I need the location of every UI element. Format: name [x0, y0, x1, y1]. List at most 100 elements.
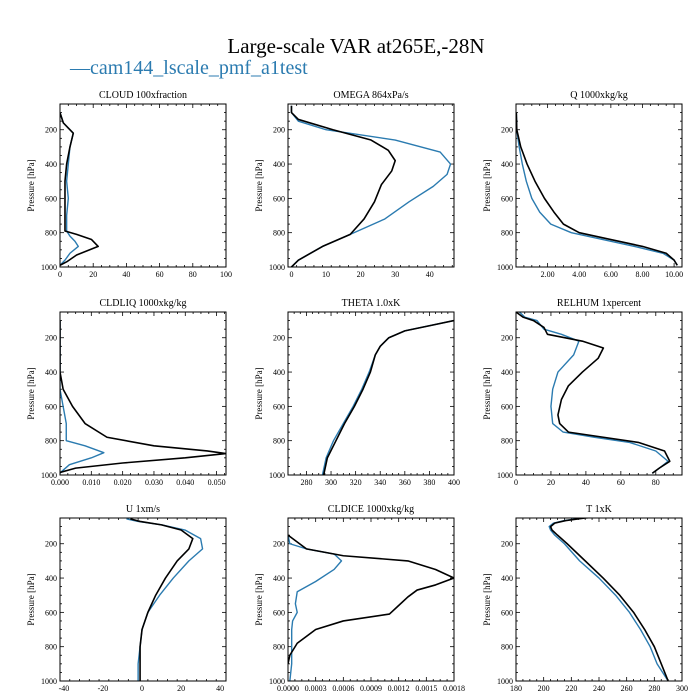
y-tick-label: 200 — [501, 540, 513, 549]
y-axis-label: Pressure [hPa] — [254, 367, 264, 419]
y-tick-label: 400 — [501, 368, 513, 377]
y-axis-label: Pressure [hPa] — [26, 573, 36, 625]
x-tick-label: 40 — [122, 270, 130, 279]
x-tick-label: 20 — [357, 270, 365, 279]
x-tick-label: 200 — [538, 684, 550, 693]
panel-title: Q 1000xkg/kg — [570, 90, 628, 101]
y-axis-label: Pressure [hPa] — [254, 573, 264, 625]
y-tick-label: 1000 — [41, 263, 57, 272]
x-tick-label: 0.0009 — [360, 684, 382, 693]
plot-frame — [515, 517, 683, 682]
x-tick-label: 260 — [621, 684, 633, 693]
x-tick-label: 60 — [617, 478, 625, 487]
plot-frame — [59, 103, 227, 268]
y-tick-label: 800 — [45, 229, 57, 238]
x-tick-label: 60 — [156, 270, 164, 279]
y-tick-label: 600 — [45, 608, 57, 617]
legend-label: cam144_lscale_pmf_a1test — [90, 57, 308, 79]
x-tick-label: -20 — [98, 684, 109, 693]
y-tick-label: 1000 — [269, 677, 285, 686]
series-line-black — [516, 112, 678, 266]
plot-frame — [287, 517, 455, 682]
y-tick-label: 200 — [501, 126, 513, 135]
x-tick-label: 80 — [652, 478, 660, 487]
y-axis-label: Pressure [hPa] — [482, 159, 492, 211]
x-tick-label: 0 — [140, 684, 144, 693]
series-line-black — [322, 319, 454, 475]
series-line-blue — [516, 112, 678, 266]
chart-panel-5: THETA 1.0xK Pressure [hPa] 200 400 600 800 100… — [254, 298, 460, 487]
x-tick-label: 0 — [289, 270, 293, 279]
y-tick-label: 800 — [45, 643, 57, 652]
x-tick-label: 40 — [582, 478, 590, 487]
series-line-black — [549, 518, 669, 681]
x-tick-label: 20 — [89, 270, 97, 279]
y-tick-label: 400 — [45, 574, 57, 583]
chart-panel-4: CLDLIQ 1000xkg/kg Pressure [hPa] 200 400 600… — [26, 298, 227, 487]
x-tick-label: 280 — [648, 684, 660, 693]
y-tick-label: 400 — [45, 160, 57, 169]
y-tick-label: 600 — [45, 402, 57, 411]
series-line-black — [60, 112, 99, 266]
series-line-blue — [60, 320, 105, 474]
y-tick-label: 400 — [45, 368, 57, 377]
y-axis-label: Pressure [hPa] — [482, 573, 492, 625]
panel-title: RELHUM 1xpercent — [557, 298, 641, 309]
series-line-black — [288, 534, 454, 665]
panel-title: U 1xm/s — [126, 504, 160, 515]
x-tick-label: 40 — [426, 270, 434, 279]
panel-title: CLDLIQ 1000xkg/kg — [100, 298, 187, 309]
plot-frame — [59, 311, 227, 476]
x-tick-label: 0.010 — [82, 478, 100, 487]
series-line-blue — [321, 319, 454, 475]
y-tick-label: 400 — [501, 574, 513, 583]
chart-panel-8: CLDICE 1000xkg/kg Pressure [hPa] 200 400 600… — [254, 504, 465, 693]
y-tick-label: 1000 — [41, 677, 57, 686]
series-line-blue — [518, 312, 669, 474]
y-tick-label: 200 — [45, 540, 57, 549]
plot-frame — [59, 517, 227, 682]
y-tick-label: 1000 — [269, 471, 285, 480]
series-line-blue — [288, 535, 343, 681]
x-tick-label: 180 — [510, 684, 522, 693]
y-tick-label: 400 — [273, 368, 285, 377]
plot-frame — [515, 103, 683, 268]
x-tick-label: 8.00 — [635, 270, 649, 279]
x-tick-label: 0 — [514, 478, 518, 487]
y-tick-label: 1000 — [497, 471, 513, 480]
x-tick-label: 360 — [399, 478, 411, 487]
y-tick-label: 800 — [273, 643, 285, 652]
y-tick-label: 200 — [45, 126, 57, 135]
y-tick-label: 1000 — [497, 677, 513, 686]
panel-title: THETA 1.0xK — [342, 298, 401, 309]
y-axis-label: Pressure [hPa] — [254, 159, 264, 211]
x-tick-label: 20 — [177, 684, 185, 693]
x-tick-label: 6.00 — [604, 270, 618, 279]
x-tick-label: 0.0003 — [305, 684, 327, 693]
x-tick-label: 10 — [322, 270, 330, 279]
y-tick-label: 400 — [501, 160, 513, 169]
series-line-blue — [290, 105, 452, 267]
y-tick-label: 600 — [273, 194, 285, 203]
plot-frame — [515, 311, 683, 476]
series-line-black — [60, 320, 226, 474]
plot-frame — [287, 311, 455, 476]
x-tick-label: 10.00 — [665, 270, 683, 279]
panel-title: CLDICE 1000xkg/kg — [328, 504, 414, 515]
y-tick-label: 200 — [501, 334, 513, 343]
y-tick-label: 200 — [273, 126, 285, 135]
x-tick-label: 0.020 — [114, 478, 132, 487]
panel-title: OMEGA 864xPa/s — [333, 90, 408, 101]
figure-title: Large-scale VAR at265E,-28N — [227, 34, 484, 58]
x-tick-label: 4.00 — [572, 270, 586, 279]
y-tick-label: 200 — [45, 334, 57, 343]
y-tick-label: 400 — [273, 574, 285, 583]
x-tick-label: 220 — [565, 684, 577, 693]
y-tick-label: 800 — [45, 437, 57, 446]
x-tick-label: 0.050 — [208, 478, 226, 487]
